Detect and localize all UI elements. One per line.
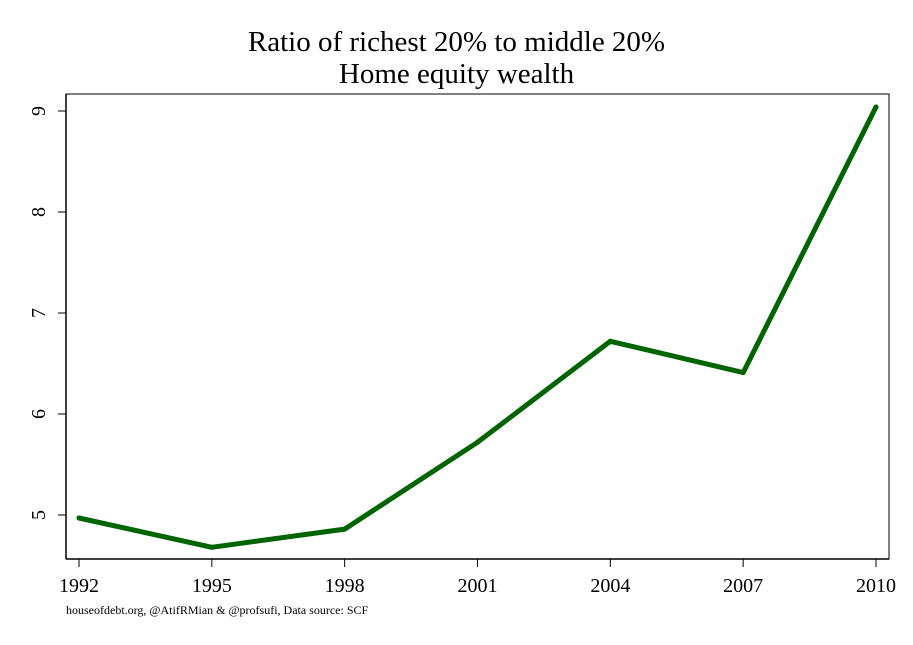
x-tick-label: 2004 <box>590 575 630 597</box>
y-axis-ticks: 5 6 7 8 9 <box>28 106 66 520</box>
source-note: houseofdebt.org, @AtifRMian & @profsufi,… <box>66 603 369 617</box>
y-tick-label: 7 <box>28 308 50 318</box>
data-point <box>740 370 746 376</box>
y-tick-label: 8 <box>28 207 50 217</box>
x-tick-label: 1998 <box>325 575 365 597</box>
chart-title: Ratio of richest 20% to middle 20% <box>247 26 666 58</box>
x-tick-label: 2010 <box>856 575 896 597</box>
data-point <box>342 526 348 532</box>
x-tick-label: 2007 <box>723 575 763 597</box>
x-tick-label: 1995 <box>192 575 232 597</box>
plot-frame <box>65 93 890 560</box>
data-point <box>475 439 480 445</box>
data-point <box>209 544 215 550</box>
data-point <box>76 515 82 521</box>
y-tick-label: 6 <box>28 409 50 419</box>
data-point <box>607 338 613 344</box>
x-tick-label: 2001 <box>458 575 498 597</box>
x-axis-ticks: 1992 1995 1998 2001 2004 2007 2010 <box>59 559 896 597</box>
x-tick-label: 1992 <box>59 575 99 597</box>
data-point <box>873 104 879 110</box>
series-layer <box>76 104 879 550</box>
y-tick-label: 5 <box>28 510 50 520</box>
chart-subtitle: Home equity wealth <box>338 58 575 90</box>
y-tick-label: 9 <box>28 106 50 116</box>
